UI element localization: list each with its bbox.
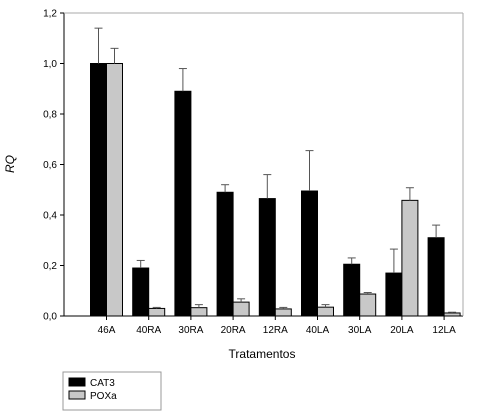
bar-poxa-20ra	[232, 301, 250, 317]
bar-poxa-40ra	[148, 307, 166, 317]
bar-cat3-20la	[385, 272, 403, 317]
y-tick-label: 1,2	[43, 9, 57, 20]
bar-cat3-30la	[343, 263, 361, 317]
bar-poxa-40la	[317, 306, 334, 317]
x-axis-ticks: 46A 40RA 30RA 20RA 12RA 40LA 30LA 20LA 12LA	[98, 316, 456, 336]
bar-cat3-40la	[301, 190, 318, 317]
bar-cat3-12la	[427, 237, 445, 317]
x-tick-label: 40LA	[306, 325, 330, 336]
x-tick-label: 20RA	[221, 325, 246, 336]
y-axis-ticks: 0,0 0,2 0,4 0,6 0,8 1,0 1,2	[43, 9, 64, 323]
x-tick-label: 40RA	[136, 325, 161, 336]
bar-poxa-30ra	[190, 307, 208, 317]
y-tick-label: 0,2	[43, 261, 57, 272]
y-tick-label: 0,8	[43, 110, 57, 121]
bar-poxa-12ra	[274, 308, 292, 317]
x-tick-label: 12LA	[432, 325, 456, 336]
bar-cat3-20ra	[216, 191, 234, 317]
x-tick-label: 12RA	[263, 325, 288, 336]
legend-swatch-poxa	[68, 390, 86, 400]
bar-poxa-20la	[401, 199, 419, 317]
x-axis-title: Tratamentos	[229, 347, 296, 361]
bar-cat3-12ra	[258, 198, 276, 317]
legend-swatch-cat3	[68, 377, 86, 387]
bars	[90, 27, 461, 317]
y-tick-label: 0,0	[43, 312, 57, 323]
legend-label-poxa: POXa	[90, 391, 117, 402]
x-tick-label: 30RA	[178, 325, 203, 336]
legend-label-cat3: CAT3	[90, 378, 115, 389]
x-tick-label: 30LA	[348, 325, 372, 336]
bar-cat3-46a	[90, 63, 107, 317]
x-tick-label: 20LA	[390, 325, 414, 336]
y-tick-label: 1,0	[43, 59, 57, 70]
bar-cat3-40ra	[132, 267, 150, 317]
y-tick-label: 0,6	[43, 160, 57, 171]
bar-poxa-30la	[359, 293, 377, 317]
y-axis-title: RQ	[3, 155, 17, 173]
x-tick-label: 46A	[98, 325, 116, 336]
y-tick-label: 0,4	[43, 211, 57, 222]
bar-poxa-46a	[106, 63, 123, 317]
legend: CAT3 POXa	[62, 371, 162, 411]
bar-cat3-30ra	[174, 90, 192, 317]
